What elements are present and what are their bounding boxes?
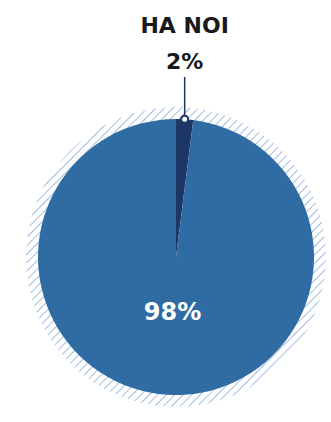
- pie: [26, 77, 326, 407]
- chart: 2% 98% HA NOI: [0, 0, 331, 422]
- leader-line: [184, 77, 186, 119]
- hatch-ring: [26, 107, 326, 407]
- data-label: 98%: [144, 298, 201, 326]
- leader-dot: [181, 116, 188, 123]
- slice: [38, 119, 314, 395]
- data-label: 2%: [166, 49, 203, 74]
- title: HA NOI: [140, 13, 228, 38]
